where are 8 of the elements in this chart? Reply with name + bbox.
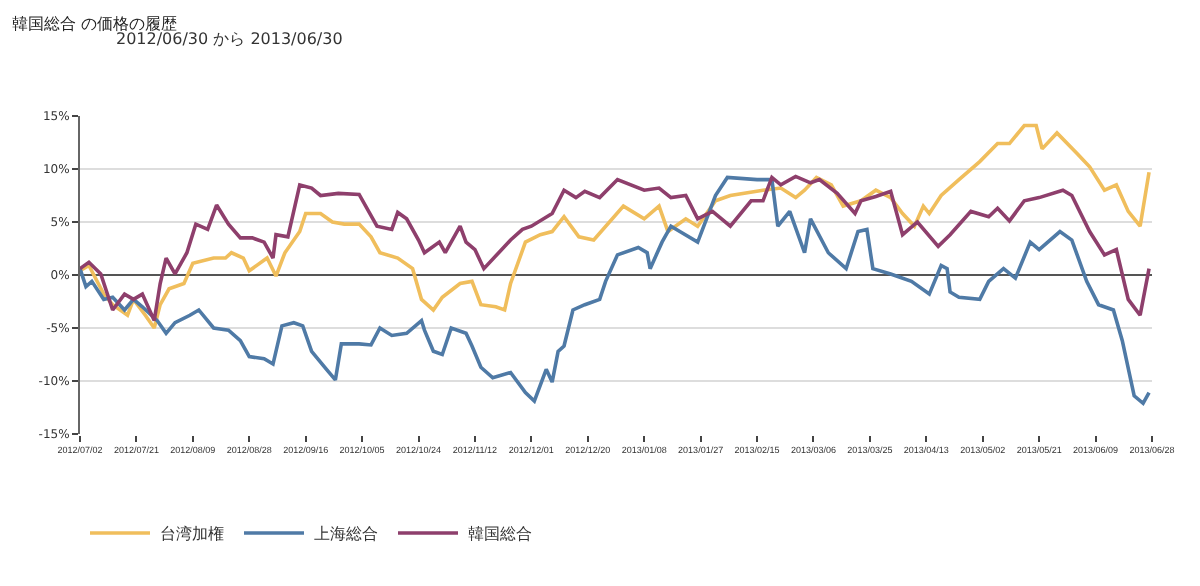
legend-label: 韓国総合 <box>468 525 532 544</box>
legend-label: 上海総合 <box>314 525 378 544</box>
chart-title: 韓国総合 の価格の履歴 <box>12 14 178 33</box>
line-series <box>80 175 1151 406</box>
chart-subtitle: 2012/06/30 から 2013/06/30 <box>116 30 343 48</box>
legend-label: 台湾加権 <box>160 525 224 544</box>
line-series <box>80 174 1151 323</box>
line-series <box>80 123 1151 330</box>
